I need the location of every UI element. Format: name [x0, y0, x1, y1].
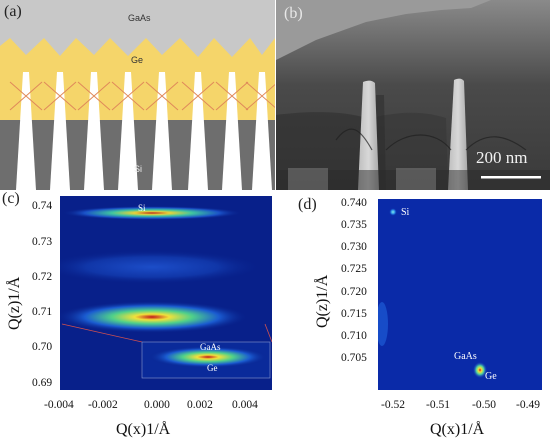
panel-d-ylabel: Q(z)1/Å	[314, 274, 331, 328]
panel-c-ge-label: Ge	[207, 363, 218, 373]
panel-c-x-tick-3: 0.000	[144, 399, 170, 411]
defect-line-6	[181, 81, 215, 111]
gaas-layer-label: GaAs	[128, 13, 151, 23]
defect-line-1	[9, 81, 43, 111]
panel-c-x-tick-1: -0.004	[44, 399, 74, 411]
panel-b-tem-image: (b) 200 nm	[276, 0, 550, 190]
panel-d-x-tick-4: -0.49	[516, 399, 540, 411]
si-peak	[389, 208, 397, 216]
panel-d-y-tick-7: 0.710	[341, 330, 367, 342]
panel-d-xlabel: Q(x)1/Å	[430, 421, 485, 438]
defect-lines	[9, 81, 279, 111]
si-layer-label: Si	[134, 164, 143, 174]
ge-layer-label: Ge	[131, 55, 144, 65]
panel-d-si-label: Si	[401, 207, 410, 218]
panel-d-x-tick-2: -0.51	[426, 399, 450, 411]
panel-c-x-tick-5: 0.004	[232, 399, 258, 411]
panel-c-gaas-label: GaAs	[200, 342, 221, 352]
panel-d-gaas-label: GaAs	[454, 351, 477, 362]
defect-line-8	[245, 81, 279, 111]
panel-c-y-tick-5: 0.70	[32, 341, 53, 353]
void-trench-4	[118, 72, 138, 190]
panel-c-label: (c)	[2, 190, 20, 207]
panel-c-y-tick-6: 0.69	[32, 377, 53, 389]
defect-line-7	[215, 81, 249, 111]
panel-a-label: (a)	[4, 3, 22, 20]
void-trench-5	[152, 72, 172, 190]
panel-d-label: (d)	[298, 196, 317, 213]
panel-c-si-label: Si	[138, 203, 146, 213]
ge-gaas-peak	[56, 301, 248, 333]
scale-bar-label: 200 nm	[476, 148, 528, 167]
panel-d-x-tick-1: -0.52	[381, 399, 405, 411]
panel-c-y-tick-1: 0.74	[32, 200, 53, 212]
panel-d-ge-label: Ge	[485, 371, 497, 382]
void-trench-1	[16, 72, 36, 190]
void-trench-3	[84, 72, 104, 190]
panel-d-heatmap	[376, 199, 542, 390]
scale-bar	[481, 176, 541, 179]
schematic-diagram	[0, 0, 279, 190]
panel-b-label: (b)	[284, 5, 303, 22]
panel-d-y-tick-3: 0.730	[341, 241, 367, 253]
void-trench-6	[188, 72, 208, 190]
panel-d-y-tick-1: 0.740	[341, 197, 367, 209]
panel-c-ylabel: Q(z)1/Å	[6, 276, 23, 330]
panel-d-y-tick-6: 0.715	[341, 308, 367, 320]
panel-d-y-tick-4: 0.725	[341, 263, 367, 275]
diffuse-peak	[42, 250, 262, 284]
inset-zoom	[141, 341, 271, 379]
defect-line-5	[145, 81, 179, 111]
defect-line-4	[111, 81, 145, 111]
void-trench-7	[222, 72, 242, 190]
tem-micrograph	[276, 0, 550, 190]
panel-c-xlabel: Q(x)1/Å	[116, 421, 171, 438]
panel-a-schematic: (a) GaAs Ge Si	[0, 0, 279, 190]
void-trench-8	[252, 72, 272, 190]
ge-gaas-peak	[473, 362, 487, 378]
defect-line-3	[77, 81, 111, 111]
panel-c-y-tick-3: 0.72	[32, 271, 53, 283]
panel-c-x-tick-4: 0.002	[187, 399, 213, 411]
panel-c-x-tick-2: -0.002	[88, 399, 118, 411]
void-trenches	[16, 72, 272, 190]
si-peak	[62, 206, 242, 220]
panel-d-y-tick-5: 0.720	[341, 286, 367, 298]
defect-line-2	[43, 81, 77, 111]
panel-c-y-tick-4: 0.71	[32, 306, 53, 318]
panel-d-plot: Si GaAs Ge	[376, 199, 542, 390]
panel-c-y-tick-2: 0.73	[32, 236, 53, 248]
panel-c-heatmap	[42, 196, 273, 390]
panel-d-y-tick-8: 0.705	[341, 352, 367, 364]
void-trench-2	[50, 72, 70, 190]
panel-c-plot: Si GaAs Ge	[42, 196, 273, 390]
gaas-layer	[0, 0, 275, 57]
panel-d-x-tick-3: -0.50	[472, 399, 496, 411]
panel-d-y-tick-2: 0.735	[341, 219, 367, 231]
